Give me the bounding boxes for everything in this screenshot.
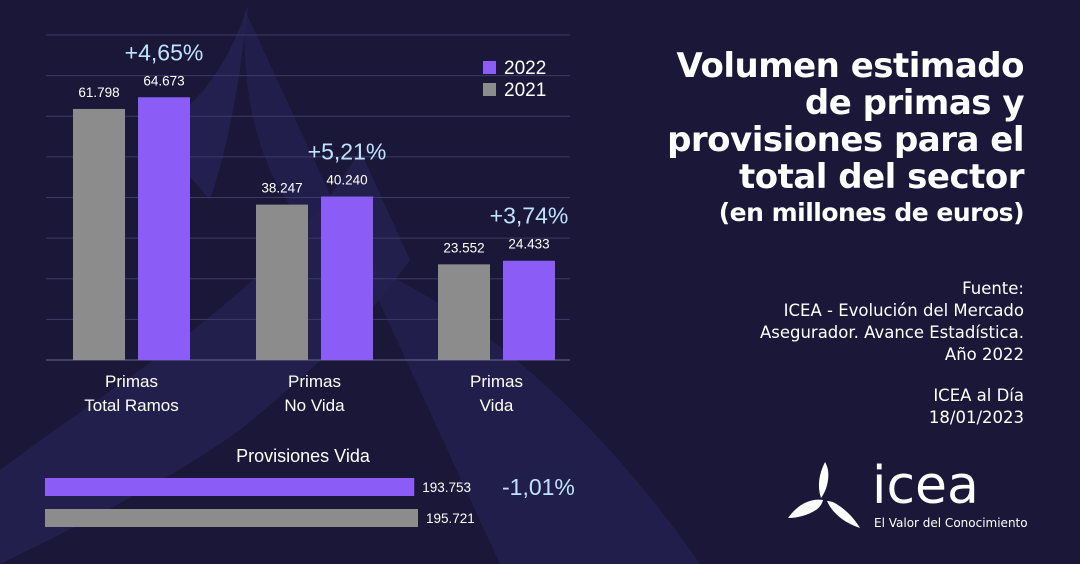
value-label-group: 61.798 64.673 38.247 40.240 23.552 24.433 (78, 73, 549, 255)
main-bar-group (73, 97, 555, 361)
source-line-1: ICEA - Evolución del Mercado (783, 301, 1024, 320)
chart-subtitle: (en millones de euros) (718, 198, 1025, 227)
category-label-1-line-1: Primas (105, 372, 158, 391)
icea-logo: icea El Valor del Conocimiento (786, 456, 1036, 536)
data-label-2021-2: 38.247 (261, 181, 302, 196)
category-label-2-line-1: Primas (288, 372, 341, 391)
provisiones-bar-2021 (45, 509, 418, 527)
category-label-2-line-2: No Vida (284, 396, 345, 415)
bar-2021-1 (73, 108, 125, 361)
category-label-3-line-2: Vida (480, 396, 514, 415)
data-label-2022-3: 24.433 (508, 237, 549, 252)
bar-2022-2 (321, 196, 373, 360)
title-line-1: Volumen estimado (676, 46, 1025, 86)
bar-2021-3 (438, 264, 490, 360)
data-label-2021-1: 61.798 (78, 85, 119, 100)
bar-2022-1 (138, 97, 190, 361)
data-label-2021-3: 23.552 (443, 240, 484, 255)
provisiones-value-2021: 195.721 (426, 511, 475, 526)
data-label-2022-2: 40.240 (326, 173, 367, 188)
title-line-4: total del sector (738, 157, 1025, 197)
category-label-group: Primas Total Ramos Primas No Vida Primas Vida (84, 372, 523, 415)
legend-label-2022: 2022 (504, 58, 546, 79)
chart-title: Volumen estimado de primas y provisiones… (644, 48, 1024, 230)
logo-name: icea (872, 456, 979, 516)
source-line-2: Asegurador. Avance Estadística. (759, 323, 1024, 342)
logo-tagline: El Valor del Conocimiento (874, 516, 1028, 530)
icea-logo-icon (788, 462, 860, 528)
bar-2022-3 (503, 260, 555, 360)
legend-label-2021: 2021 (504, 80, 546, 101)
change-label-1: +4,65% (125, 39, 204, 65)
change-label-3: +3,74% (490, 203, 569, 229)
publication-info: ICEA al Día 18/01/2023 (664, 385, 1024, 429)
legend-swatch-2021 (483, 83, 496, 96)
category-label-3-line-1: Primas (470, 372, 523, 391)
provisiones-value-2022: 193.753 (422, 480, 471, 495)
title-line-3: provisiones para el (667, 120, 1024, 160)
publication-name: ICEA al Día (933, 386, 1024, 405)
data-label-2022-1: 64.673 (143, 73, 184, 88)
source-note: Fuente: ICEA - Evolución del Mercado Ase… (664, 278, 1024, 366)
publication-date: 18/01/2023 (928, 408, 1024, 427)
provisiones-chart: Provisiones Vida 193.753 195.721 -1,01% (45, 446, 575, 527)
change-label-group: +4,65% +5,21% +3,74% (125, 39, 569, 228)
change-label-2: +5,21% (308, 139, 387, 165)
bar-2021-2 (256, 204, 308, 360)
legend-swatch-2022 (483, 61, 496, 74)
category-label-1-line-2: Total Ramos (84, 396, 178, 415)
provisiones-title: Provisiones Vida (236, 446, 371, 466)
source-label: Fuente: (962, 279, 1024, 298)
title-line-2: de primas y (804, 83, 1025, 123)
provisiones-change: -1,01% (502, 474, 575, 500)
provisiones-bar-2022 (45, 478, 415, 496)
background-shape-diagonal (244, 10, 700, 564)
source-line-3: Año 2022 (944, 345, 1024, 364)
